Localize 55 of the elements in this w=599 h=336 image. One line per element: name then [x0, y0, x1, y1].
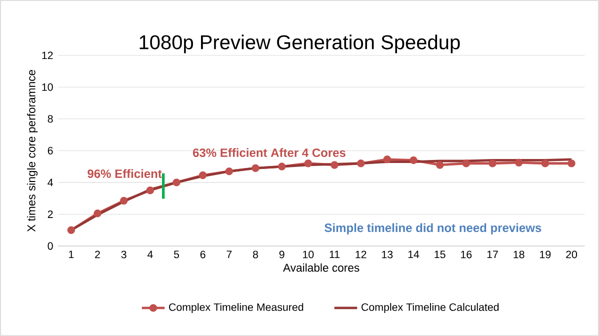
point	[462, 160, 470, 168]
x-tick-label: 19	[540, 250, 551, 258]
chart-title: 1080p Preview Generation Speedup	[140, 34, 460, 54]
y-tick-label: 6	[48, 146, 53, 154]
x-axis-title: Available cores	[283, 263, 360, 272]
y-tick-label: 10	[42, 83, 53, 91]
x-tick-label: 14	[408, 250, 420, 258]
point	[356, 160, 365, 168]
x-tick-label: 9	[279, 250, 284, 258]
annotation: 96% Efficient	[88, 169, 162, 178]
x-tick-label: 5	[174, 250, 180, 258]
x-tick-label: 13	[382, 250, 393, 258]
legend-label: Complex Timeline Measured	[169, 303, 304, 314]
point	[94, 210, 102, 218]
y-tick-label: 8	[48, 115, 53, 123]
x-tick-label: 6	[200, 250, 206, 258]
x-tick-label: 7	[226, 250, 232, 258]
y-axis-title: X times single core perforamnce	[27, 70, 38, 232]
y-tick-label: 2	[48, 210, 53, 218]
point	[67, 226, 76, 234]
point	[172, 178, 180, 186]
point	[488, 160, 496, 168]
x-tick-label: 1	[69, 250, 74, 258]
point	[383, 156, 392, 164]
y-tick-label: 4	[48, 178, 53, 186]
point	[514, 158, 523, 166]
x-tick-label: 11	[330, 250, 340, 258]
y-tick-label: 12	[42, 52, 53, 60]
point	[278, 162, 286, 170]
point	[146, 186, 154, 194]
y-tick-label: 0	[48, 242, 53, 250]
x-tick-label: 18	[514, 250, 524, 258]
x-tick-label: 8	[252, 250, 258, 258]
point	[225, 167, 234, 176]
annotation: 63% Efficient After 4 Cores	[193, 148, 346, 157]
annotation: Simple timeline did not need previews	[324, 223, 542, 234]
point	[541, 160, 550, 168]
point	[252, 164, 260, 172]
x-tick-label: 16	[461, 250, 472, 258]
point	[568, 160, 576, 168]
x-tick-label: 17	[487, 250, 498, 258]
x-tick-label: 10	[303, 250, 314, 258]
legend-label: Complex Timeline Calculated	[362, 303, 499, 314]
x-tick-label: 2	[95, 250, 100, 258]
x-tick-label: 4	[147, 250, 153, 258]
x-tick-label: 15	[434, 250, 446, 258]
point	[198, 171, 207, 180]
x-tick-label: 20	[566, 250, 578, 258]
x-tick-label: 3	[121, 250, 126, 258]
point	[304, 160, 312, 168]
point	[410, 156, 418, 164]
point	[330, 161, 338, 169]
x-tick-label: 12	[356, 250, 366, 258]
point	[436, 161, 444, 169]
point	[120, 196, 128, 205]
